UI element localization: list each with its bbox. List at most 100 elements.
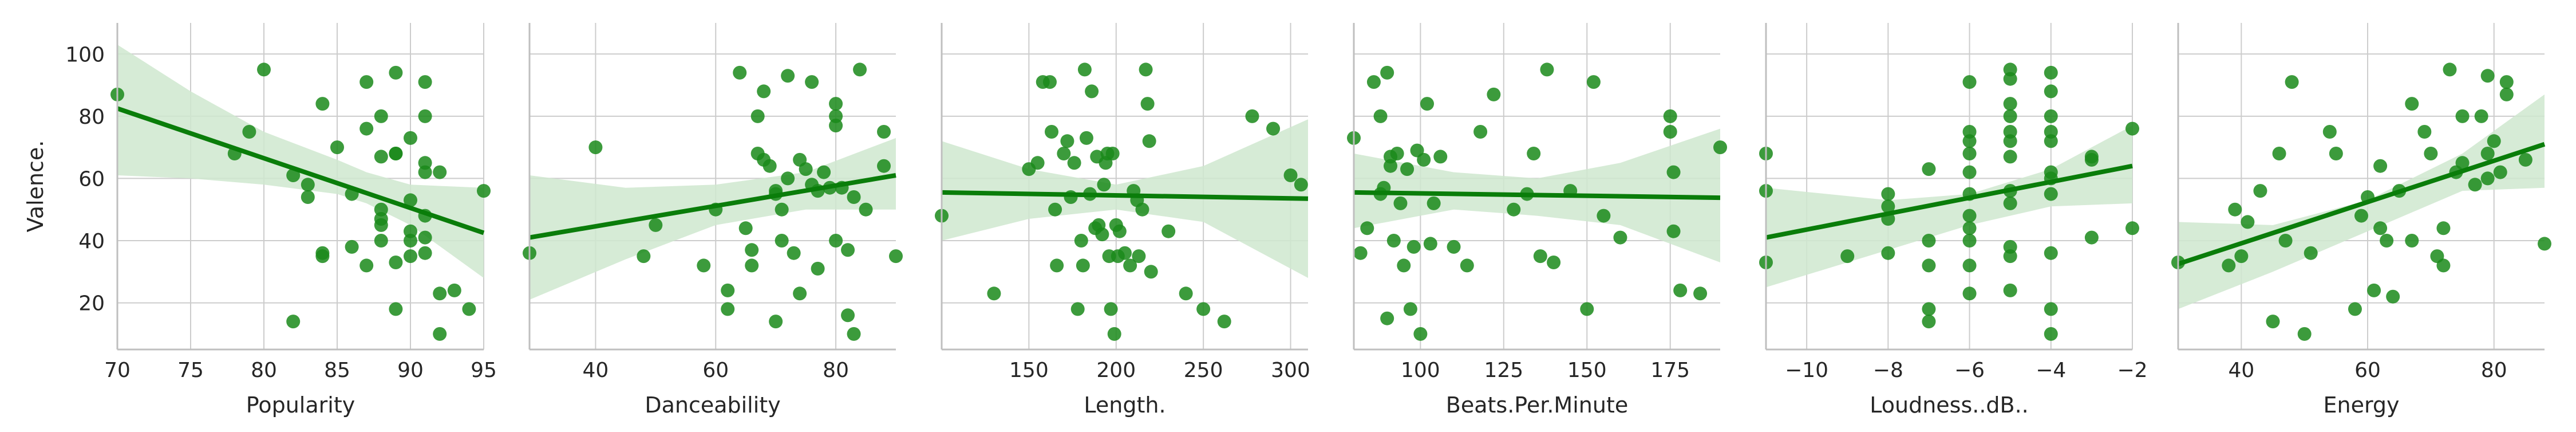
data-point: [2468, 178, 2482, 192]
data-point: [330, 140, 344, 155]
x-tick-label: −6: [1954, 359, 1985, 382]
data-point: [2367, 283, 2381, 297]
panel-5: −10 −8 −6 −4 −2 Loudness..dB..: [1759, 23, 2148, 418]
x-tick-label: 150: [1009, 359, 1049, 382]
data-point: [1179, 286, 1193, 301]
data-point: [1074, 234, 1088, 248]
y-tick-label: 60: [78, 167, 105, 191]
regression-line: [529, 173, 896, 240]
data-point: [1962, 165, 1977, 179]
panel-4: 100 125 150 175 Beats.Per.Minute: [1347, 23, 1727, 418]
data-point: [738, 221, 753, 235]
data-point: [1057, 147, 1071, 160]
data-point: [447, 283, 461, 297]
panel-1: 70 75 80 85 90 95 20 40 60 80 100 Popularity: [65, 23, 497, 418]
data-point: [588, 140, 603, 155]
data-point: [1447, 239, 1461, 254]
data-point: [2380, 234, 2394, 248]
data-point: [1666, 224, 1681, 238]
data-point: [2253, 184, 2267, 198]
data-point: [793, 286, 807, 301]
data-point: [859, 202, 873, 217]
data-point: [1507, 202, 1521, 217]
data-point: [2084, 230, 2099, 245]
data-point: [2003, 72, 2017, 86]
data-point: [2354, 209, 2368, 223]
regression-line: [1765, 163, 2133, 240]
data-point: [2499, 75, 2514, 89]
data-point: [1048, 202, 1062, 217]
data-point: [1547, 256, 1561, 269]
data-point: [1962, 134, 1977, 148]
data-point: [2278, 234, 2293, 248]
data-point: [1666, 165, 1681, 179]
x-axis-label: Beats.Per.Minute: [1446, 392, 1628, 418]
data-point: [315, 97, 330, 111]
data-point: [1922, 258, 1936, 273]
x-tick-label: −2: [2117, 359, 2147, 382]
x-tick-label: 80: [823, 359, 849, 382]
data-point: [1266, 121, 1281, 136]
data-point: [404, 249, 417, 264]
data-point: [345, 239, 359, 254]
data-point: [374, 109, 388, 123]
x-tick-label: 80: [2481, 359, 2507, 382]
data-point: [1144, 265, 1158, 279]
data-point: [1881, 246, 1895, 260]
data-point: [359, 258, 374, 273]
data-point: [315, 249, 330, 264]
data-point: [1060, 134, 1074, 148]
data-point: [2480, 171, 2495, 186]
data-point: [2272, 147, 2286, 160]
data-point: [1413, 327, 1428, 341]
data-point: [2518, 152, 2532, 167]
y-tick-label: 40: [78, 230, 105, 253]
data-point: [1693, 286, 1708, 301]
data-point: [2044, 84, 2058, 99]
data-point: [389, 147, 403, 160]
data-point: [2228, 202, 2242, 217]
data-point: [769, 315, 783, 329]
x-tick-label: 90: [397, 359, 424, 382]
data-point: [757, 84, 771, 99]
data-point: [829, 109, 843, 123]
x-tick-label: 100: [1401, 359, 1440, 382]
x-axis-label: Popularity: [246, 392, 355, 418]
data-point: [841, 243, 855, 257]
confidence-band: [942, 119, 1308, 278]
y-tick-label: 80: [78, 105, 105, 129]
y-tick-label: 20: [78, 292, 105, 316]
data-point: [1076, 258, 1090, 273]
data-point: [829, 97, 843, 111]
data-point: [2125, 221, 2139, 235]
data-point: [2003, 97, 2017, 111]
data-point: [2266, 315, 2280, 329]
data-point: [1079, 131, 1093, 145]
data-point: [2044, 302, 2058, 316]
x-tick-label: 150: [1567, 359, 1607, 382]
data-point: [775, 234, 789, 248]
data-point: [242, 125, 256, 139]
data-point: [2234, 249, 2249, 264]
data-point: [1427, 196, 1441, 210]
data-point: [404, 193, 417, 207]
data-point: [418, 109, 432, 123]
data-point: [1922, 315, 1936, 329]
data-point: [1663, 125, 1677, 139]
data-point: [2487, 134, 2501, 148]
data-point: [775, 202, 789, 217]
data-point: [389, 302, 403, 316]
data-point: [1139, 62, 1153, 77]
data-point: [2538, 237, 2551, 251]
data-point: [1085, 84, 1099, 99]
data-point: [2474, 109, 2488, 123]
data-point: [418, 246, 432, 260]
data-point: [1045, 125, 1058, 139]
data-point: [1104, 302, 1118, 316]
data-point: [1417, 152, 1431, 167]
data-point: [2044, 65, 2058, 80]
data-point: [1135, 202, 1149, 217]
panel-2: 40 60 80 Danceability: [523, 23, 903, 418]
x-tick-label: −4: [2036, 359, 2066, 382]
